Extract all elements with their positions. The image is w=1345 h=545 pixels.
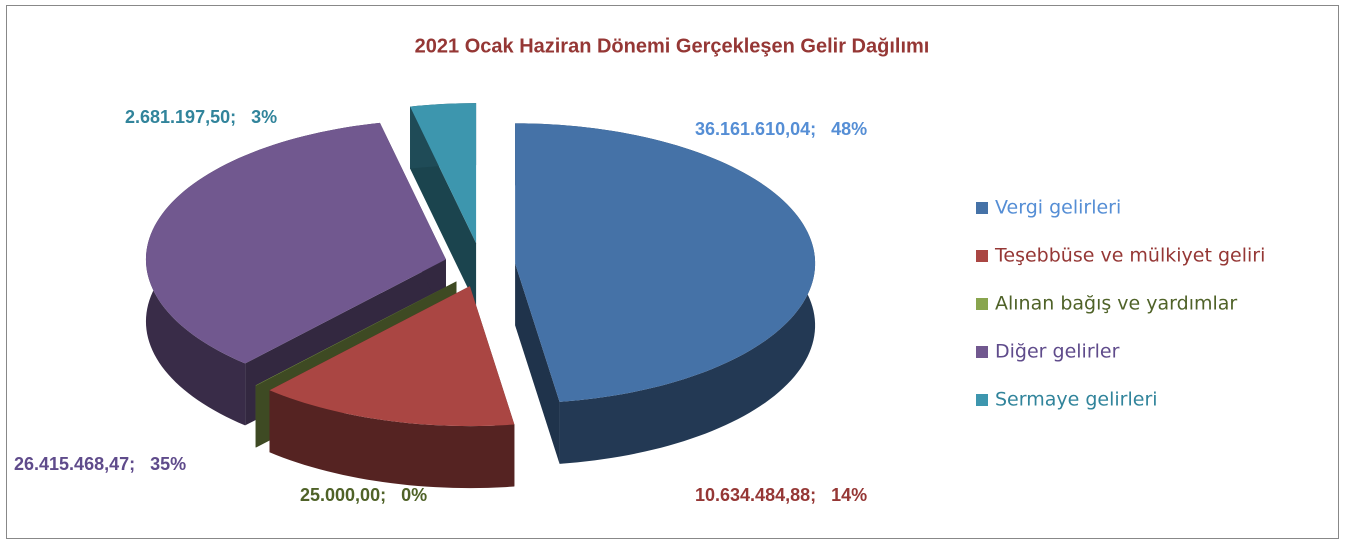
slice-wall bbox=[515, 263, 560, 464]
legend-label: Diğer gelirler bbox=[995, 341, 1120, 363]
legend-swatch bbox=[976, 250, 988, 262]
legend-swatch bbox=[976, 298, 988, 310]
legend-label: Sermaye gelirleri bbox=[995, 389, 1158, 411]
slice-side bbox=[269, 390, 515, 489]
data-label: 26.415.468,47; 35% bbox=[14, 454, 186, 474]
chart-title: 2021 Ocak Haziran Dönemi Gerçekleşen Gel… bbox=[415, 35, 930, 57]
data-label: 10.634.484,88; 14% bbox=[695, 485, 867, 505]
data-label: 25.000,00; 0% bbox=[300, 485, 427, 505]
legend-label: Vergi gelirleri bbox=[995, 197, 1121, 219]
slice bbox=[145, 122, 446, 364]
slice bbox=[269, 286, 515, 427]
slice bbox=[255, 281, 457, 386]
slice bbox=[515, 123, 816, 402]
legend-swatch bbox=[976, 394, 988, 406]
legend-swatch bbox=[976, 202, 988, 214]
data-label: 36.161.610,04; 48% bbox=[695, 119, 867, 139]
slice bbox=[410, 103, 477, 244]
data-label: 2.681.197,50; 3% bbox=[125, 107, 277, 127]
legend-label: Alınan bağış ve yardımlar bbox=[995, 293, 1237, 315]
legend-swatch bbox=[976, 346, 988, 358]
legend-label: Teşebbüse ve mülkiyet geliri bbox=[994, 245, 1265, 267]
